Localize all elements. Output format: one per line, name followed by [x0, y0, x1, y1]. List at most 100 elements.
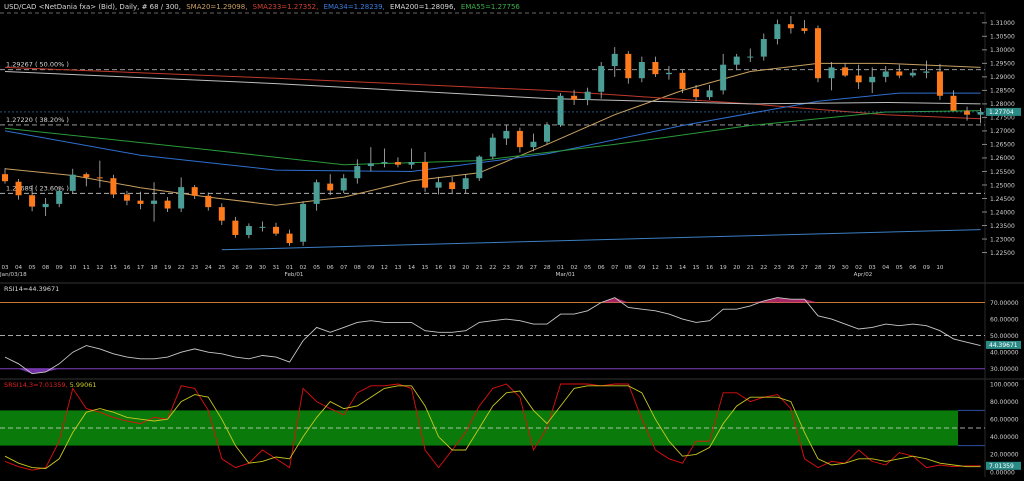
time-tick-label: 29	[828, 265, 836, 271]
srsi-tick-label: 80.00000	[990, 399, 1019, 406]
bearish-candle	[571, 95, 578, 100]
time-tick-label: 23	[774, 265, 782, 271]
bullish-candle	[354, 166, 361, 179]
bullish-candle	[760, 39, 767, 57]
price-tick-label: 1.28000	[990, 101, 1015, 108]
bullish-candle	[977, 112, 984, 115]
bullish-candle	[665, 72, 672, 75]
time-tick-label: 16	[123, 265, 131, 271]
time-tick-label: 29	[245, 265, 253, 271]
srsi-d-line	[4, 385, 981, 469]
bullish-candle	[381, 162, 388, 164]
header-ema200: EMA200=1.28096,	[390, 3, 456, 11]
bullish-candle	[774, 24, 781, 40]
price-tick-label: 1.25500	[990, 169, 1015, 176]
bullish-candle	[151, 200, 158, 204]
bearish-candle	[652, 62, 659, 75]
srsi-tick-label: 40.00000	[990, 434, 1019, 441]
price-tick-label: 1.28500	[990, 88, 1015, 95]
time-tick-label: 11	[83, 265, 91, 271]
time-axis[interactable]: 03 04 05 08 09 10 11 12 15 16 17 18 19 22 23 24 25 26 29 30…	[0, 265, 944, 278]
time-tick-label: 08	[354, 265, 362, 271]
time-tick-label: 12	[96, 265, 103, 271]
time-tick-label: 20	[462, 265, 470, 271]
month-label: Apr/02	[854, 272, 873, 278]
srsi-tick-label: 20.00000	[990, 452, 1019, 459]
bullish-candle	[733, 56, 740, 65]
bearish-candle	[679, 72, 686, 90]
bullish-candle	[178, 187, 185, 209]
ema55-line	[4, 110, 981, 166]
rsi-overbought-fill	[804, 299, 818, 303]
bearish-candle	[625, 53, 632, 79]
rsi-tick-label: 60.00000	[990, 316, 1019, 323]
bearish-candle	[15, 181, 22, 196]
time-tick-label: 19	[720, 265, 728, 271]
time-tick-label: 06	[327, 265, 335, 271]
bullish-candle	[598, 66, 605, 92]
bullish-candle	[557, 95, 564, 125]
time-tick-label: 05	[896, 265, 904, 271]
time-tick-label: 19	[449, 265, 457, 271]
time-tick-label: 16	[435, 265, 443, 271]
time-tick-label: 09	[367, 265, 375, 271]
time-tick-label: 14	[679, 265, 687, 271]
bullish-candle	[245, 226, 252, 235]
bearish-candle	[218, 207, 225, 221]
chart-header: USD/CAD <NetDania fxa> (Bid), Daily, # 6…	[4, 3, 520, 11]
ema200-line	[4, 71, 981, 105]
month-label: Mar/01	[556, 272, 576, 278]
time-tick-label: 27	[530, 265, 538, 271]
bearish-candle	[964, 110, 971, 115]
bullish-candle	[313, 182, 320, 204]
bearish-candle	[787, 24, 794, 29]
time-tick-label: 13	[665, 265, 673, 271]
header-ema55: EMA55=1.27756	[461, 3, 521, 11]
bearish-candle	[842, 67, 849, 76]
candlesticks	[2, 16, 984, 246]
price-tick-label: 1.25000	[990, 182, 1015, 189]
price-tick-label: 1.26500	[990, 142, 1015, 149]
bearish-candle	[137, 200, 144, 204]
bullish-candle	[923, 71, 930, 73]
bullish-candle	[69, 174, 76, 191]
time-tick-label: 09	[923, 265, 931, 271]
bearish-candle	[422, 162, 429, 188]
bearish-candle	[164, 200, 171, 209]
current-price-label: 1.27704	[989, 109, 1014, 116]
srsi-tick-label: 60.00000	[990, 417, 1019, 424]
stoch-rsi-panel[interactable]: 100.0000 80.00000 60.00000 40.00000 20.00000…	[0, 381, 1021, 476]
time-tick-label: 24	[205, 265, 213, 271]
price-tick-label: 1.29500	[990, 61, 1015, 68]
time-tick-label: 18	[150, 265, 158, 271]
price-tick-label: 1.31000	[990, 20, 1015, 27]
bearish-candle	[801, 28, 808, 31]
time-tick-label: 04	[882, 265, 890, 271]
price-axis[interactable]: 1.31000 1.30500 1.30000 1.29500 1.29000 1.285…	[0, 20, 1021, 257]
bearish-candle	[394, 162, 401, 165]
bullish-candle	[747, 56, 754, 58]
bearish-candle	[950, 95, 957, 111]
time-tick-label: 17	[137, 265, 145, 271]
rsi-panel[interactable]: 70.00000 60.00000 50.00000 40.00000 30.00000…	[0, 297, 1021, 375]
rsi-overbought-fill	[790, 299, 805, 303]
time-tick-label: 01	[286, 265, 294, 271]
time-tick-label: 21	[747, 265, 755, 271]
bearish-candle	[2, 174, 8, 182]
time-tick-label: 09	[56, 265, 64, 271]
time-tick-label: 27	[801, 265, 809, 271]
time-tick-label: 15	[692, 265, 700, 271]
time-tick-label: 25	[218, 265, 226, 271]
bullish-candle	[340, 178, 347, 191]
time-tick-label: 31	[272, 265, 280, 271]
bearish-candle	[516, 130, 523, 148]
rsi-current-label: 44.39671	[989, 342, 1018, 349]
srsi-tick-label: 100.0000	[990, 381, 1019, 388]
time-tick-label: 05	[313, 265, 321, 271]
bearish-candle	[232, 220, 239, 235]
time-tick-label: 02	[855, 265, 862, 271]
time-tick-label: 28	[814, 265, 822, 271]
